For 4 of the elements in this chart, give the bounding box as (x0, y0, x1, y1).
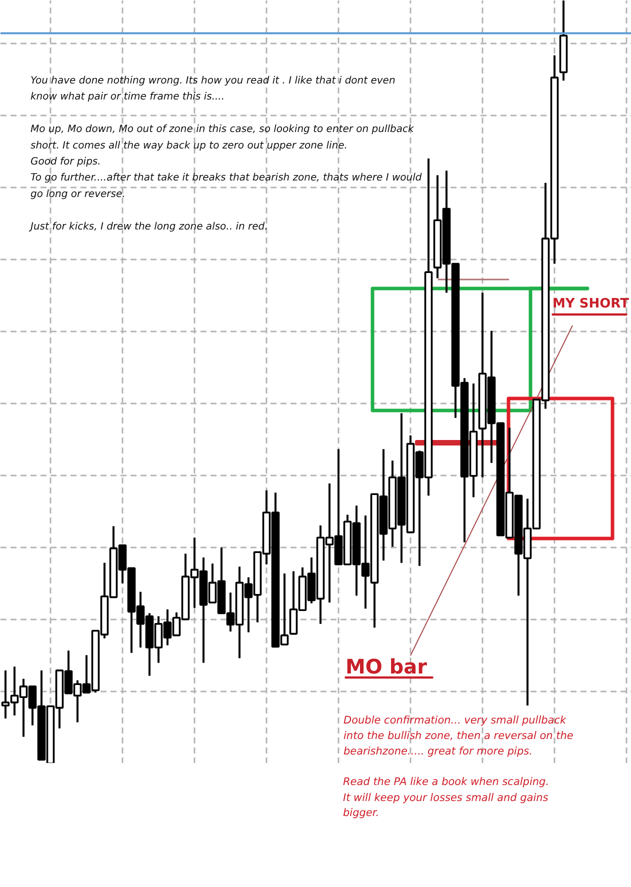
annotation: MO bar (346, 654, 428, 678)
annotation: MY SHORT (552, 296, 630, 312)
text: Double confirmation... very small pullback into the bullish zone, then a reversal on the bearishzone..... great for more pips. Read the PA like a book when scalping. It will keep your losses small and gains bigger. (343, 714, 574, 819)
text: You have done nothing wrong. Its how you read it . I like that i dont even know what pair or time frame this is.... Mo up, Mo down, Mo out of zone in this case, so looking to enter on pullback short. It comes all the way back up to zero out upper zone line. Good for pips. To go further....after that take it breaks that bearish zone, thats where I would go long or reverse. Just for kicks, I drew the long zone also.. in red. (30, 76, 422, 232)
